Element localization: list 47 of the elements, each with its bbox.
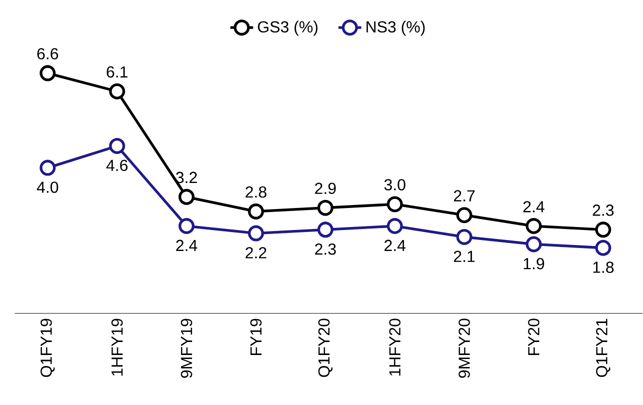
data-label: 4.6 (106, 160, 128, 171)
x-tick-label: FY19 (250, 318, 262, 355)
legend-label: NS3 (%) (366, 20, 425, 36)
point (526, 218, 542, 234)
point (456, 206, 472, 223)
point (526, 236, 542, 252)
point (595, 240, 612, 256)
data-label: 3.0 (384, 178, 406, 190)
data-label: 2.8 (246, 186, 266, 198)
x-tick-label: 1HFY20 (389, 318, 400, 376)
point (109, 138, 126, 154)
data-label: 2.4 (523, 200, 544, 212)
data-label: 2.2 (246, 246, 266, 258)
point (178, 218, 195, 234)
data-label: 2.3 (592, 204, 614, 216)
point (109, 83, 126, 100)
x-tick-label: FY20 (528, 318, 540, 355)
point (178, 188, 195, 205)
data-label: 4.0 (36, 181, 58, 193)
x-tick-label: Q1FY20 (318, 318, 333, 377)
point (40, 64, 56, 81)
data-label: 3.2 (176, 172, 197, 183)
data-label: 2.4 (176, 240, 198, 251)
point (595, 221, 612, 238)
point (386, 196, 403, 212)
data-label: 1.8 (593, 261, 614, 273)
data-label: 2.3 (315, 243, 336, 255)
point (40, 160, 56, 176)
x-tick-label: 1HFY19 (111, 318, 123, 376)
point (456, 228, 472, 245)
data-label: 2.9 (315, 182, 336, 194)
data-label: 6.6 (37, 48, 58, 60)
point (248, 203, 264, 220)
x-tick-label: 9MFY20 (458, 318, 470, 378)
data-label: 1.9 (524, 258, 544, 270)
x-tick-label: Q1FY19 (40, 318, 55, 377)
point (317, 200, 334, 216)
data-label: 6.1 (106, 66, 128, 78)
x-tick-label: Q1FY21 (596, 318, 610, 377)
legend-label: GS3 (%) (258, 20, 318, 36)
data-label: 2.4 (384, 240, 406, 251)
point (386, 218, 403, 234)
data-label: 2.1 (454, 250, 475, 262)
point (248, 225, 264, 242)
point (317, 221, 334, 238)
x-tick-label: 9MFY19 (180, 318, 192, 378)
data-label: 2.7 (454, 190, 475, 202)
